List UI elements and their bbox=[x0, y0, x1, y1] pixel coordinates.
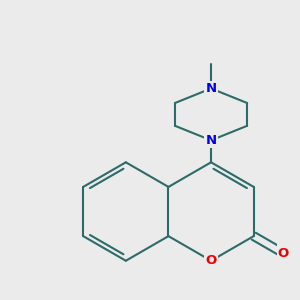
Text: O: O bbox=[206, 254, 217, 267]
Text: O: O bbox=[278, 247, 289, 260]
Text: N: N bbox=[206, 134, 217, 147]
Text: N: N bbox=[206, 82, 217, 95]
